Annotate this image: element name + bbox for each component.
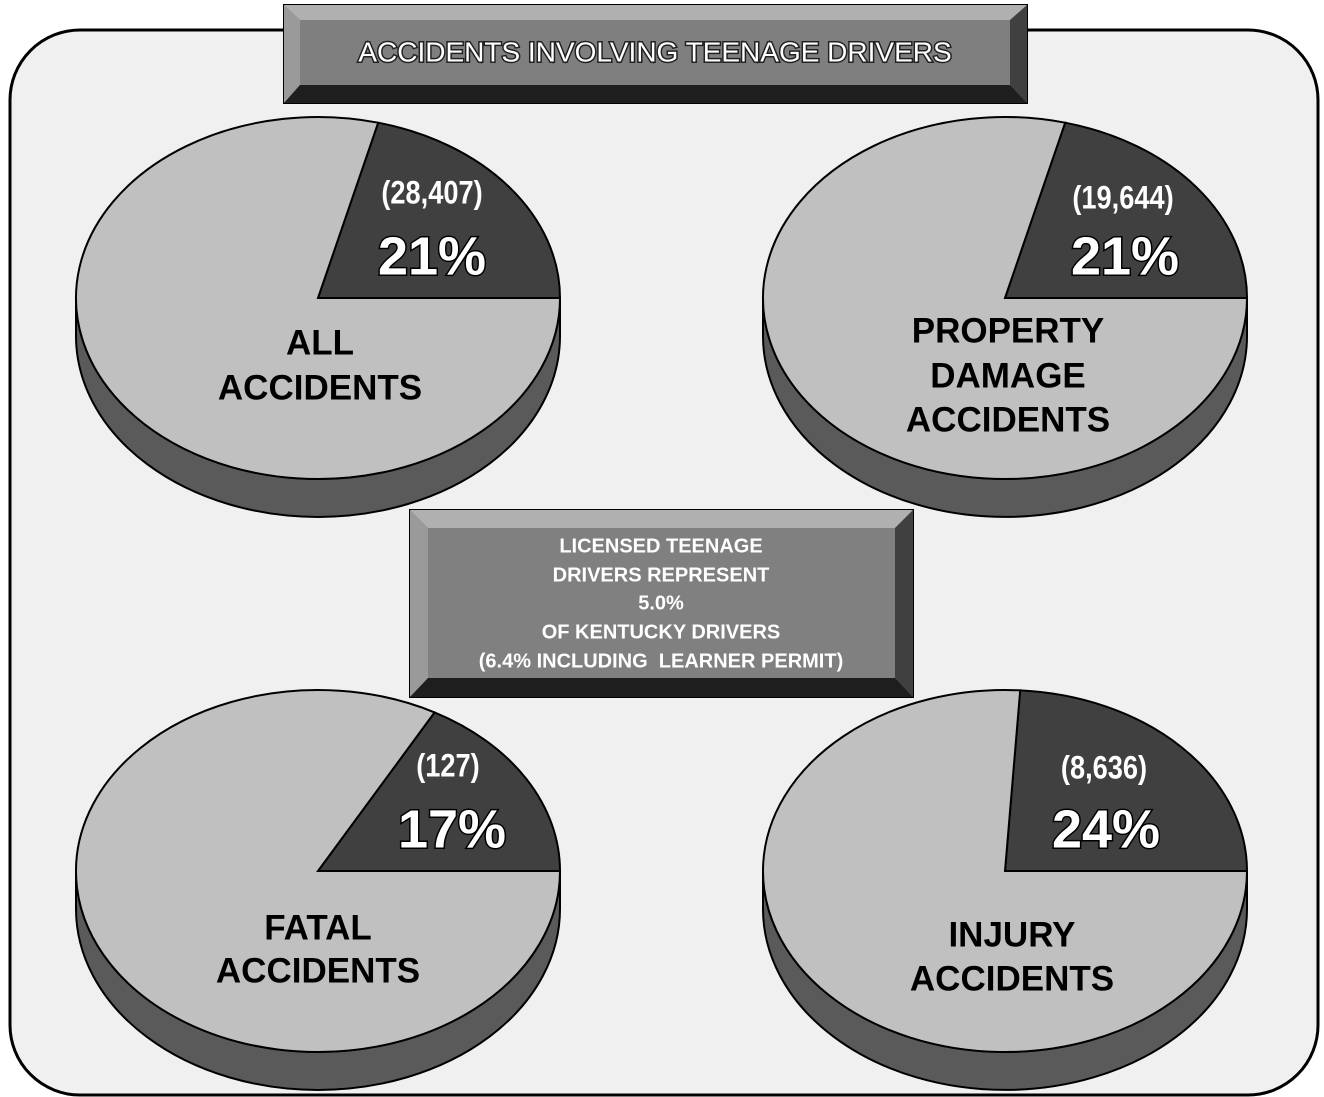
- pie-title: ACCIDENTS: [910, 959, 1114, 998]
- pie-slice: [316, 711, 562, 872]
- pie-title: ACCIDENTS: [906, 400, 1110, 439]
- note-line: 5.0%: [638, 592, 684, 614]
- count-label: (28,407): [381, 175, 482, 211]
- bevel: [410, 678, 913, 697]
- pie-title: ACCIDENTS: [218, 368, 422, 407]
- pies: (28,407) 21% ALL ACCIDENTS (19,644) 21% PROPER…: [75, 116, 1249, 1091]
- bevel: [284, 85, 1027, 103]
- note-box: LICENSED TEENAGE DRIVERS REPRESENT 5.0% OF …: [409, 509, 914, 698]
- pie-slice: [75, 116, 562, 480]
- bevel: [284, 5, 300, 103]
- pie-slice: [1003, 121, 1249, 299]
- pie-title: ALL: [286, 323, 354, 362]
- bevel: [410, 510, 913, 528]
- pie-title: PROPERTY: [912, 311, 1105, 350]
- bevel: [1010, 5, 1027, 103]
- title-box: ACCIDENTS INVOLVING TEENAGE DRIVERS: [283, 4, 1028, 104]
- value-label: 17%: [398, 799, 506, 859]
- count-label: (19,644): [1072, 180, 1173, 216]
- note-line: OF KENTUCKY DRIVERS: [542, 621, 781, 643]
- count-label: (127): [416, 748, 479, 784]
- pie-slice: [1003, 689, 1249, 872]
- pie-title: INJURY: [948, 915, 1075, 954]
- pie-title: ACCIDENTS: [216, 951, 420, 990]
- pie-slice: [75, 689, 562, 1053]
- value-label: 21%: [1071, 226, 1179, 286]
- value-label: 21%: [378, 226, 486, 286]
- bevel: [284, 5, 1027, 20]
- title: ACCIDENTS INVOLVING TEENAGE DRIVERS: [358, 36, 951, 67]
- count-label: (8,636): [1061, 750, 1147, 786]
- bevel: [895, 510, 913, 697]
- note-line: DRIVERS REPRESENT: [553, 564, 770, 586]
- pie-title: DAMAGE: [930, 356, 1086, 395]
- note-line: LICENSED TEENAGE: [559, 535, 762, 557]
- pie-slice: [762, 116, 1249, 480]
- pie-slice: [762, 689, 1249, 1053]
- note-line: (6.4% INCLUDING LEARNER PERMIT): [479, 650, 843, 672]
- value-label: 24%: [1052, 799, 1160, 859]
- bevel: [410, 510, 428, 697]
- pie-slice: [316, 121, 562, 299]
- pie-title: FATAL: [264, 908, 372, 947]
